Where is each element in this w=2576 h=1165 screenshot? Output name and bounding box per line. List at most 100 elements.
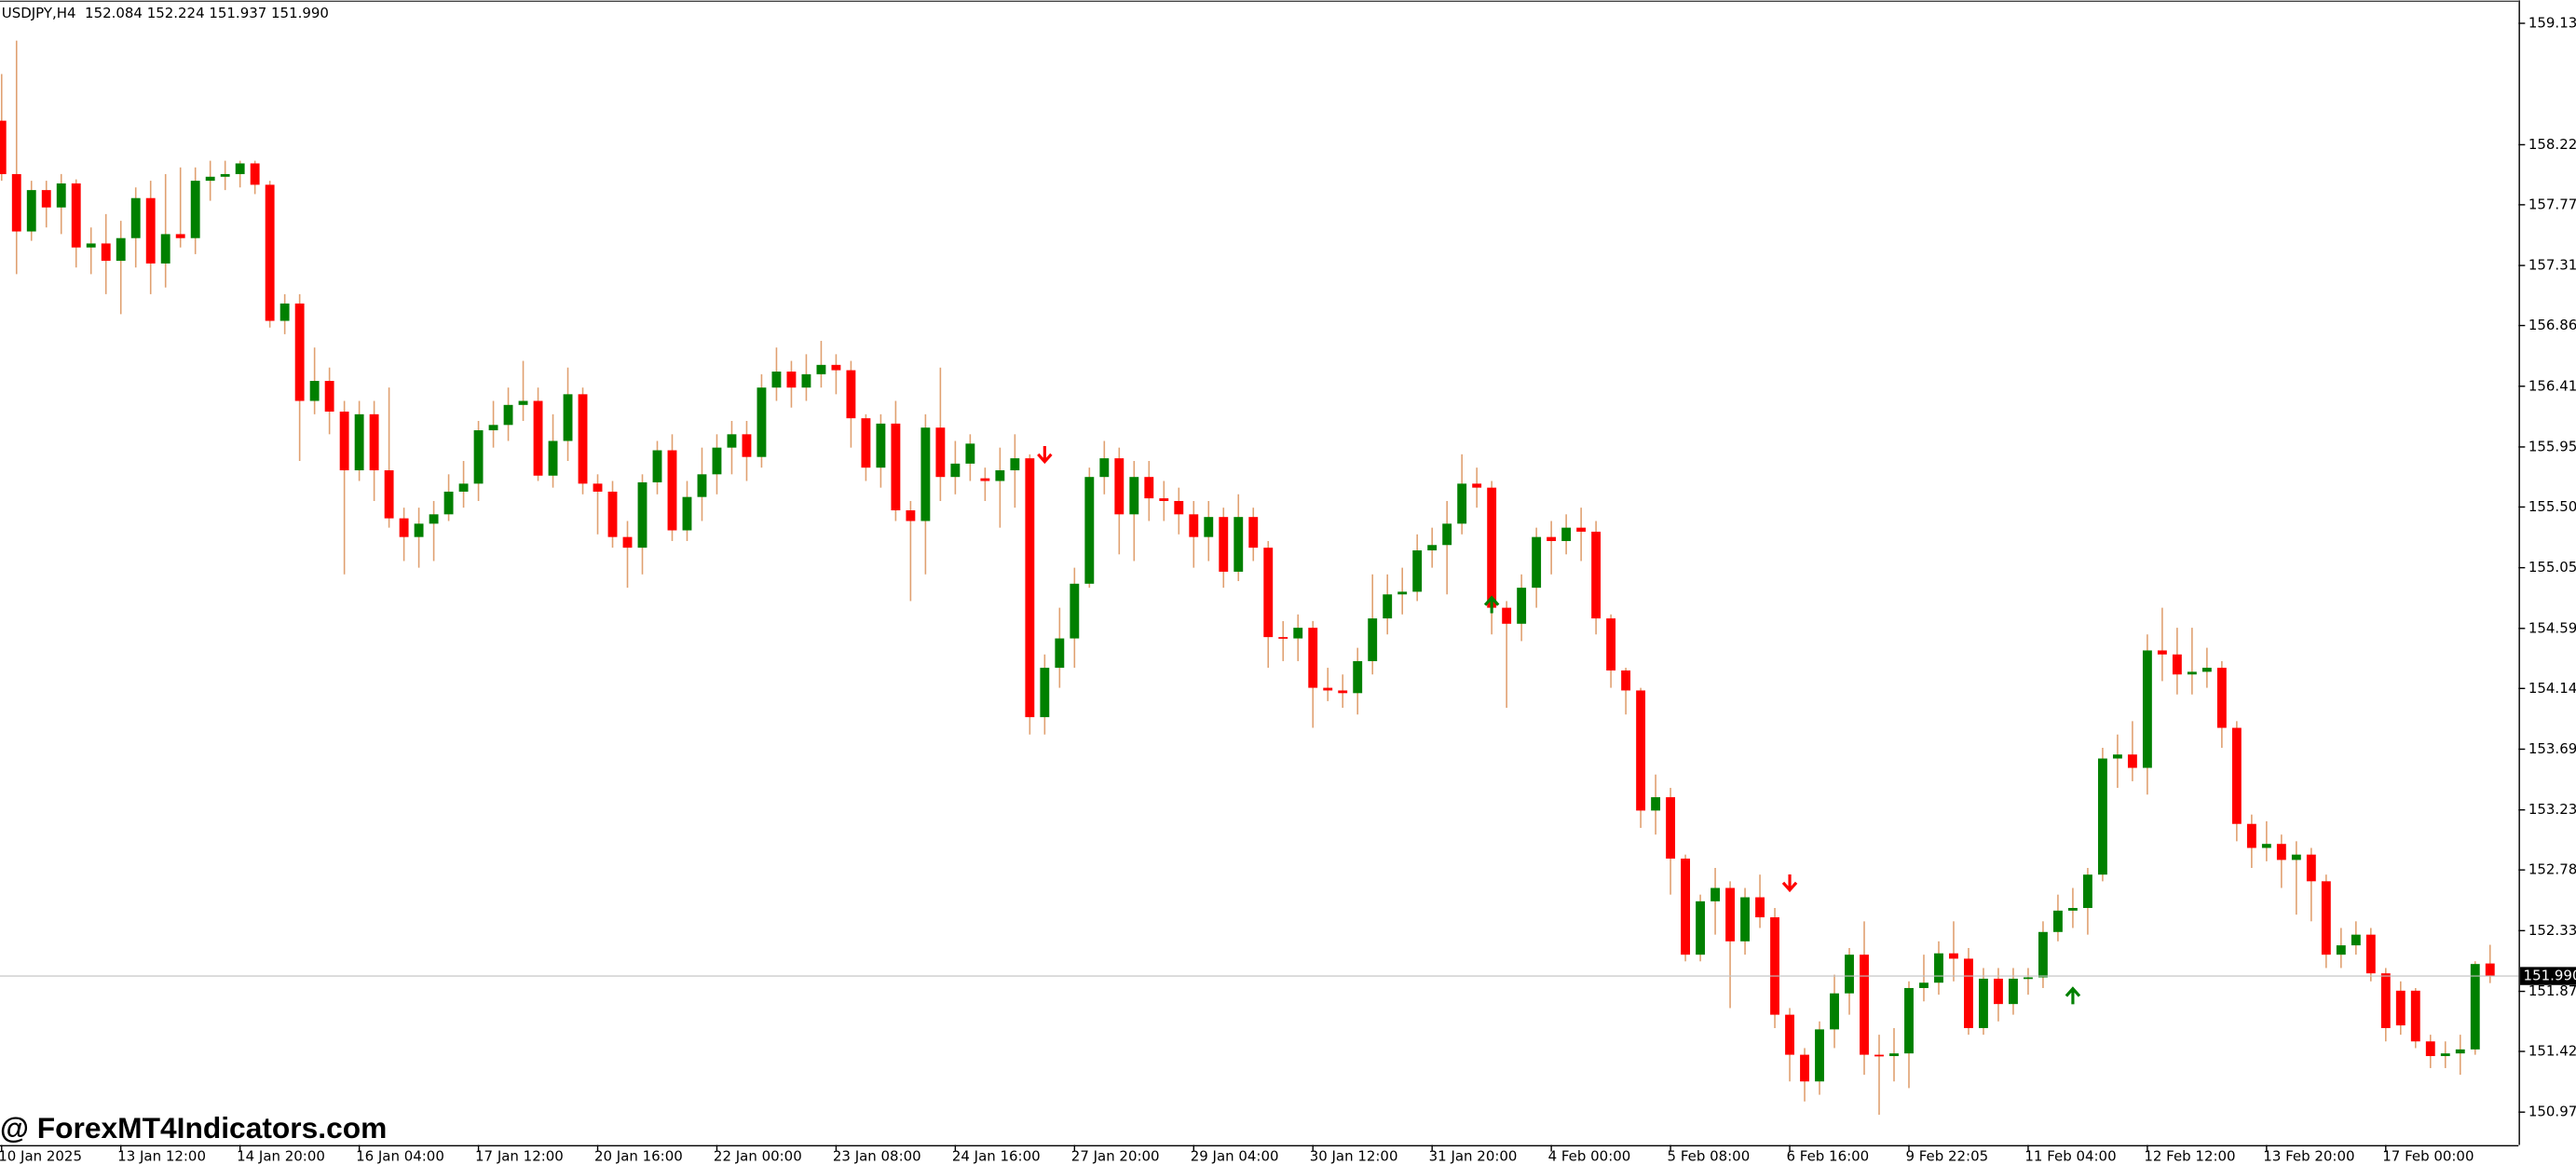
x-tick-label: 22 Jan 00:00 [714,1147,802,1164]
candle-body [2127,754,2137,768]
candle-body [384,470,394,519]
candle-body [2455,1049,2465,1054]
candle-body [563,394,573,441]
y-tick-label: 152.330 [2528,922,2576,939]
candle-body [1979,978,1988,1028]
candle-body [548,440,558,476]
candle-body [876,423,886,468]
candle-body [2351,934,2361,946]
candle-body [2172,654,2182,675]
candle-body [1457,483,1467,524]
candle-body [593,483,603,492]
candle-body [473,430,484,484]
signal-arrow [1037,446,1053,465]
candle-body [2038,931,2048,978]
candle-body [1591,531,1601,619]
candle-body [1755,897,1765,918]
y-tick-label: 157.315 [2528,257,2576,274]
candle-body [1308,628,1318,688]
candle-body [2157,650,2167,655]
candle-body [86,243,96,248]
candle-body [1964,958,1973,1028]
candle-body [354,413,364,471]
x-tick-label: 9 Feb 22:05 [1905,1147,1988,1164]
candle-body [2365,934,2376,974]
y-tick-label: 151.425 [2528,1043,2576,1060]
candle-body [1845,955,1854,994]
candle-body [130,197,141,238]
candle-body [2246,823,2256,848]
candle-body [1681,858,1691,955]
candle-body [1323,687,1333,691]
candle-body [1830,993,1839,1030]
candle-body [369,413,379,471]
x-tick-label: 23 Jan 08:00 [833,1147,921,1164]
candle-body [1159,498,1169,501]
candle-body [1144,477,1154,499]
candle-body [861,418,871,468]
last-price-label: 151.990 [2524,968,2576,984]
candle-body [1934,953,1943,983]
candle-body [2470,964,2480,1050]
candle-body [846,370,856,419]
candle-body [1472,483,1482,488]
y-tick-label: 150.970 [2528,1104,2576,1120]
candle-body [2231,727,2242,824]
candle-body [1785,1014,1794,1055]
x-tick-label: 13 Feb 20:00 [2263,1147,2354,1164]
candle-body [1383,594,1393,619]
candle-body [1919,982,1929,988]
candle-body [1800,1054,1809,1082]
axes: 159.130 158.220 157.770 157.315 156.865 156.4… [0,15,2576,1164]
candle-body [1442,523,1452,546]
x-tick-label: 5 Feb 08:00 [1668,1147,1751,1164]
y-tick-label: 153.235 [2528,801,2576,818]
candle-body [2321,881,2331,955]
candle-body [1636,690,1646,811]
candle-body [652,450,662,482]
y-tick-label: 155.050 [2528,559,2576,576]
candle-body [801,373,811,388]
candle-body [1532,536,1542,589]
candle-body [235,163,245,174]
candle-body [205,176,215,182]
candle-body [1651,797,1661,811]
candle-body [1248,517,1259,549]
y-tick-label: 156.410 [2528,377,2576,394]
candle-body [1129,477,1139,515]
candle-body [1084,477,1095,584]
candle-body [1219,517,1229,572]
candle-body [816,364,826,374]
candle-body [250,163,260,185]
candle-body [1427,545,1438,550]
y-tick-label: 157.770 [2528,196,2576,212]
candle-body [1815,1029,1824,1082]
candle-body [1725,887,1736,941]
candle-body [742,434,752,457]
candle-body [279,303,290,321]
candle-body [1711,887,1721,901]
candle-body [578,394,588,484]
x-tick-label: 10 Jan 2025 [0,1147,82,1164]
candle-body [1099,458,1110,478]
last-price-box [2520,967,2576,985]
x-tick-label: 14 Jan 20:00 [237,1147,325,1164]
candle-body [2336,945,2346,955]
candle-body [950,463,961,478]
candle-body [71,183,81,248]
y-tick-label: 159.130 [2528,15,2576,32]
candle-body [1502,607,1512,624]
x-tick-label: 24 Jan 16:00 [952,1147,1041,1164]
y-tick-label: 154.145 [2528,680,2576,697]
candle-body [697,474,707,497]
candle-body [1517,588,1527,624]
candle-body [1606,618,1616,671]
candle-body [324,381,334,412]
x-tick-label: 29 Jan 04:00 [1191,1147,1279,1164]
candle-body [2380,973,2391,1028]
candle-body [2261,844,2271,848]
candle-body [533,400,543,476]
y-tick-label: 155.505 [2528,498,2576,515]
